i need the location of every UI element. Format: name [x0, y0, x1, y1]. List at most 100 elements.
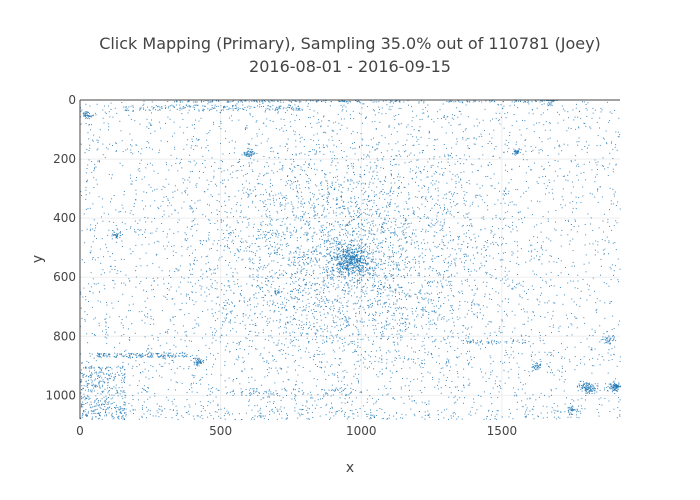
- click-point: [581, 390, 583, 392]
- click-point: [262, 304, 264, 306]
- click-point: [254, 312, 256, 314]
- click-point: [249, 245, 251, 247]
- click-point: [305, 284, 307, 286]
- click-point: [249, 315, 251, 317]
- click-point: [141, 415, 143, 417]
- click-point: [430, 166, 432, 168]
- click-point: [132, 303, 134, 305]
- click-point: [121, 395, 123, 397]
- click-point: [85, 117, 87, 119]
- click-point: [525, 415, 527, 417]
- click-point: [355, 266, 357, 268]
- click-point: [336, 258, 338, 260]
- click-point: [185, 355, 186, 357]
- click-point: [452, 336, 454, 338]
- click-point: [145, 237, 146, 238]
- click-point: [162, 185, 164, 187]
- click-point: [385, 237, 387, 239]
- click-point: [321, 328, 323, 330]
- click-point: [327, 234, 329, 236]
- click-point: [152, 356, 154, 358]
- click-point: [424, 414, 426, 416]
- click-point: [333, 242, 335, 244]
- click-point: [390, 182, 392, 184]
- click-point: [373, 237, 375, 239]
- click-point: [392, 261, 394, 263]
- click-point: [100, 393, 102, 395]
- click-point: [227, 412, 229, 414]
- click-point: [193, 364, 195, 366]
- click-point: [462, 293, 463, 295]
- click-point: [502, 193, 504, 195]
- click-point: [88, 367, 90, 369]
- click-point: [263, 106, 264, 107]
- click-point: [350, 244, 352, 246]
- click-point: [452, 317, 454, 319]
- click-point: [81, 404, 83, 405]
- click-point: [374, 361, 376, 362]
- click-point: [241, 238, 243, 240]
- click-point: [275, 294, 277, 296]
- click-point: [453, 412, 455, 413]
- click-point: [374, 285, 376, 286]
- click-point: [369, 161, 371, 163]
- click-point: [448, 261, 449, 263]
- click-point: [493, 155, 494, 157]
- click-point: [395, 114, 397, 116]
- click-point: [277, 251, 279, 253]
- click-point: [366, 219, 368, 221]
- click-point: [234, 108, 236, 109]
- click-point: [408, 294, 410, 296]
- click-point: [376, 230, 378, 232]
- click-point: [226, 290, 228, 292]
- click-point: [437, 282, 439, 284]
- click-point: [247, 300, 249, 302]
- click-point: [292, 208, 294, 210]
- click-point: [360, 277, 362, 279]
- click-point: [409, 171, 411, 173]
- click-point: [262, 357, 264, 359]
- click-point: [349, 244, 351, 245]
- click-point: [489, 100, 491, 102]
- click-point: [285, 357, 287, 359]
- click-point: [618, 382, 620, 384]
- click-point: [327, 262, 329, 264]
- click-point: [297, 201, 299, 203]
- click-point: [167, 107, 169, 109]
- click-point: [195, 101, 197, 103]
- click-point: [194, 101, 196, 103]
- click-point: [535, 369, 537, 371]
- click-point: [293, 361, 295, 363]
- click-point: [361, 265, 363, 267]
- click-point: [349, 259, 351, 261]
- click-point: [132, 106, 134, 108]
- click-point: [392, 318, 394, 320]
- click-point: [474, 304, 476, 306]
- click-point: [291, 261, 293, 263]
- click-point: [405, 236, 407, 238]
- click-point: [316, 329, 318, 331]
- click-point: [576, 411, 577, 413]
- click-point: [96, 403, 98, 405]
- click-point: [343, 100, 345, 102]
- click-point: [354, 262, 356, 264]
- click-point: [224, 237, 226, 239]
- click-point: [555, 410, 557, 412]
- click-point: [117, 229, 119, 231]
- click-point: [301, 325, 303, 326]
- click-point: [415, 261, 417, 263]
- click-point: [335, 387, 337, 389]
- click-point: [197, 223, 199, 225]
- click-point: [460, 250, 462, 252]
- click-point: [553, 416, 555, 418]
- click-point: [473, 100, 475, 102]
- click-point: [373, 403, 375, 405]
- click-point: [330, 365, 331, 367]
- click-point: [122, 415, 124, 416]
- click-point: [379, 212, 381, 214]
- click-point: [426, 176, 428, 178]
- click-point: [322, 256, 324, 257]
- click-point: [326, 197, 328, 199]
- click-point: [410, 338, 412, 340]
- click-point: [299, 257, 301, 259]
